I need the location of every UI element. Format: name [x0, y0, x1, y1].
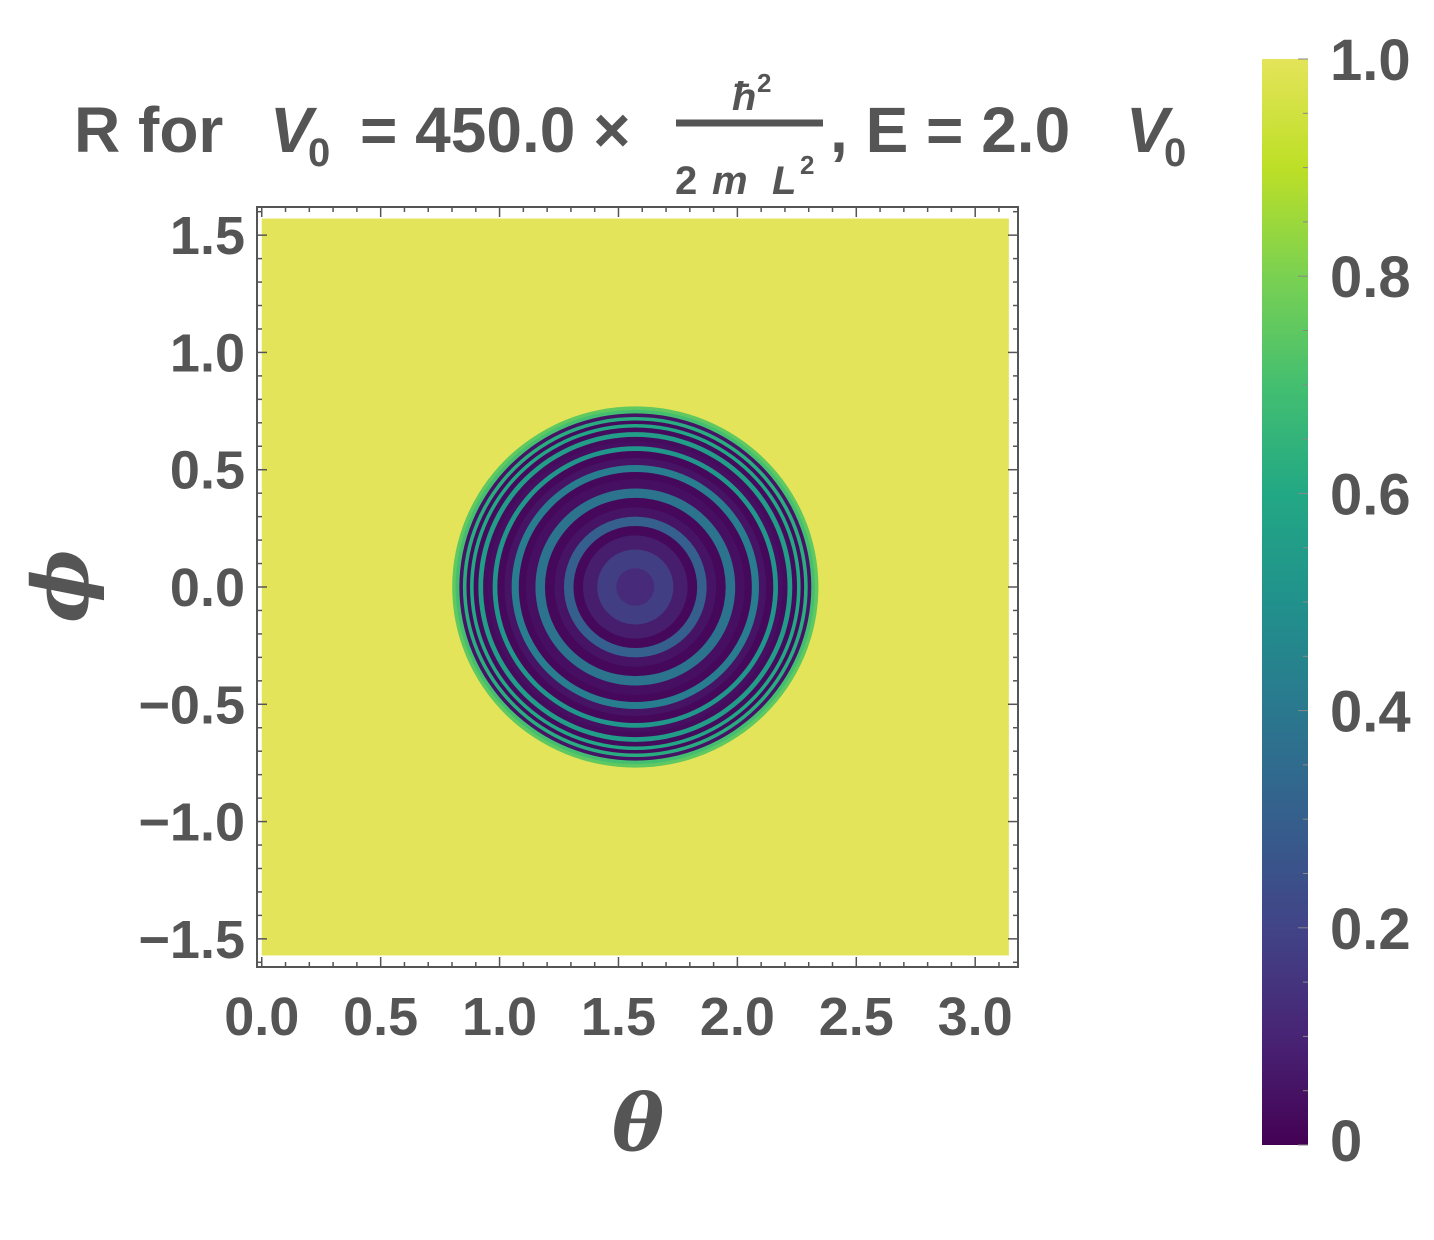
x-tick-label: 1.0 [462, 987, 537, 1047]
title-energy-unit-symbol: V [1126, 94, 1174, 166]
colorbar-tick-label: 0.8 [1330, 245, 1411, 310]
y-tick-label: −0.5 [138, 675, 245, 735]
title-fraction-den-L: L [772, 159, 796, 203]
y-tick-label: 0.0 [170, 558, 245, 618]
colorbar-tick-label: 0.2 [1330, 897, 1411, 962]
y-tick-labels: 1.5 1.0 0.5 0.0 −0.5 −1.0 −1.5 [138, 206, 245, 970]
title-v-subscript: 0 [308, 131, 330, 175]
colorbar-tick-label: 0.4 [1330, 680, 1411, 745]
x-axis-label: θ [612, 1078, 664, 1169]
colorbar-ramp [1262, 59, 1308, 1145]
title-fraction-hbar: ħ [732, 75, 756, 119]
colorbar-ticks [1298, 58, 1308, 1146]
y-tick-label: 1.5 [170, 206, 245, 266]
colorbar-tick-labels: 0 0.2 0.4 0.6 0.8 1.0 [1330, 28, 1411, 1174]
y-tick-label: −1.5 [138, 910, 245, 970]
chart-title: R for V 0 = 450.0 × ħ 2 2 m L 2 , E = 2.… [74, 68, 1186, 203]
y-tick-label: 0.5 [170, 441, 245, 501]
x-tick-label: 3.0 [938, 987, 1013, 1047]
x-tick-label: 2.0 [700, 987, 775, 1047]
y-axis-label: ϕ [16, 549, 107, 622]
plot-area: 0.0 0.5 1.0 1.5 2.0 2.5 3.0 1.5 1.0 0.5 0.0 −0.5 −1… [138, 206, 1019, 1047]
x-tick-label: 0.5 [343, 987, 418, 1047]
x-tick-label: 0.0 [224, 987, 299, 1047]
colorbar-tick-label: 1.0 [1330, 28, 1411, 93]
x-tick-label: 2.5 [819, 987, 894, 1047]
x-tick-label: 1.5 [581, 987, 656, 1047]
disk-ring [634, 586, 636, 588]
heatmap-disk [452, 406, 819, 768]
colorbar-tick-label: 0 [1330, 1109, 1362, 1174]
title-fraction-den-exp: 2 [800, 150, 814, 180]
colorbar-tick-label: 0.6 [1330, 462, 1411, 527]
title-fraction-den-coef: 2 [675, 159, 697, 203]
title-v-symbol: V [270, 94, 318, 166]
title-energy-unit-subscript: 0 [1164, 131, 1186, 175]
y-tick-label: 1.0 [170, 323, 245, 383]
title-equals-value: = 450.0 × [360, 94, 630, 166]
title-fraction-den-m: m [712, 159, 748, 203]
colorbar: 0 0.2 0.4 0.6 0.8 1.0 [1262, 28, 1411, 1174]
title-prefix: R for [74, 94, 223, 166]
title-fraction-num-exp: 2 [757, 68, 771, 98]
axis-ticks [257, 207, 1018, 967]
y-tick-label: −1.0 [138, 793, 245, 853]
x-tick-labels: 0.0 0.5 1.0 1.5 2.0 2.5 3.0 [224, 987, 1013, 1047]
title-energy-part: , E = 2.0 [830, 94, 1070, 166]
